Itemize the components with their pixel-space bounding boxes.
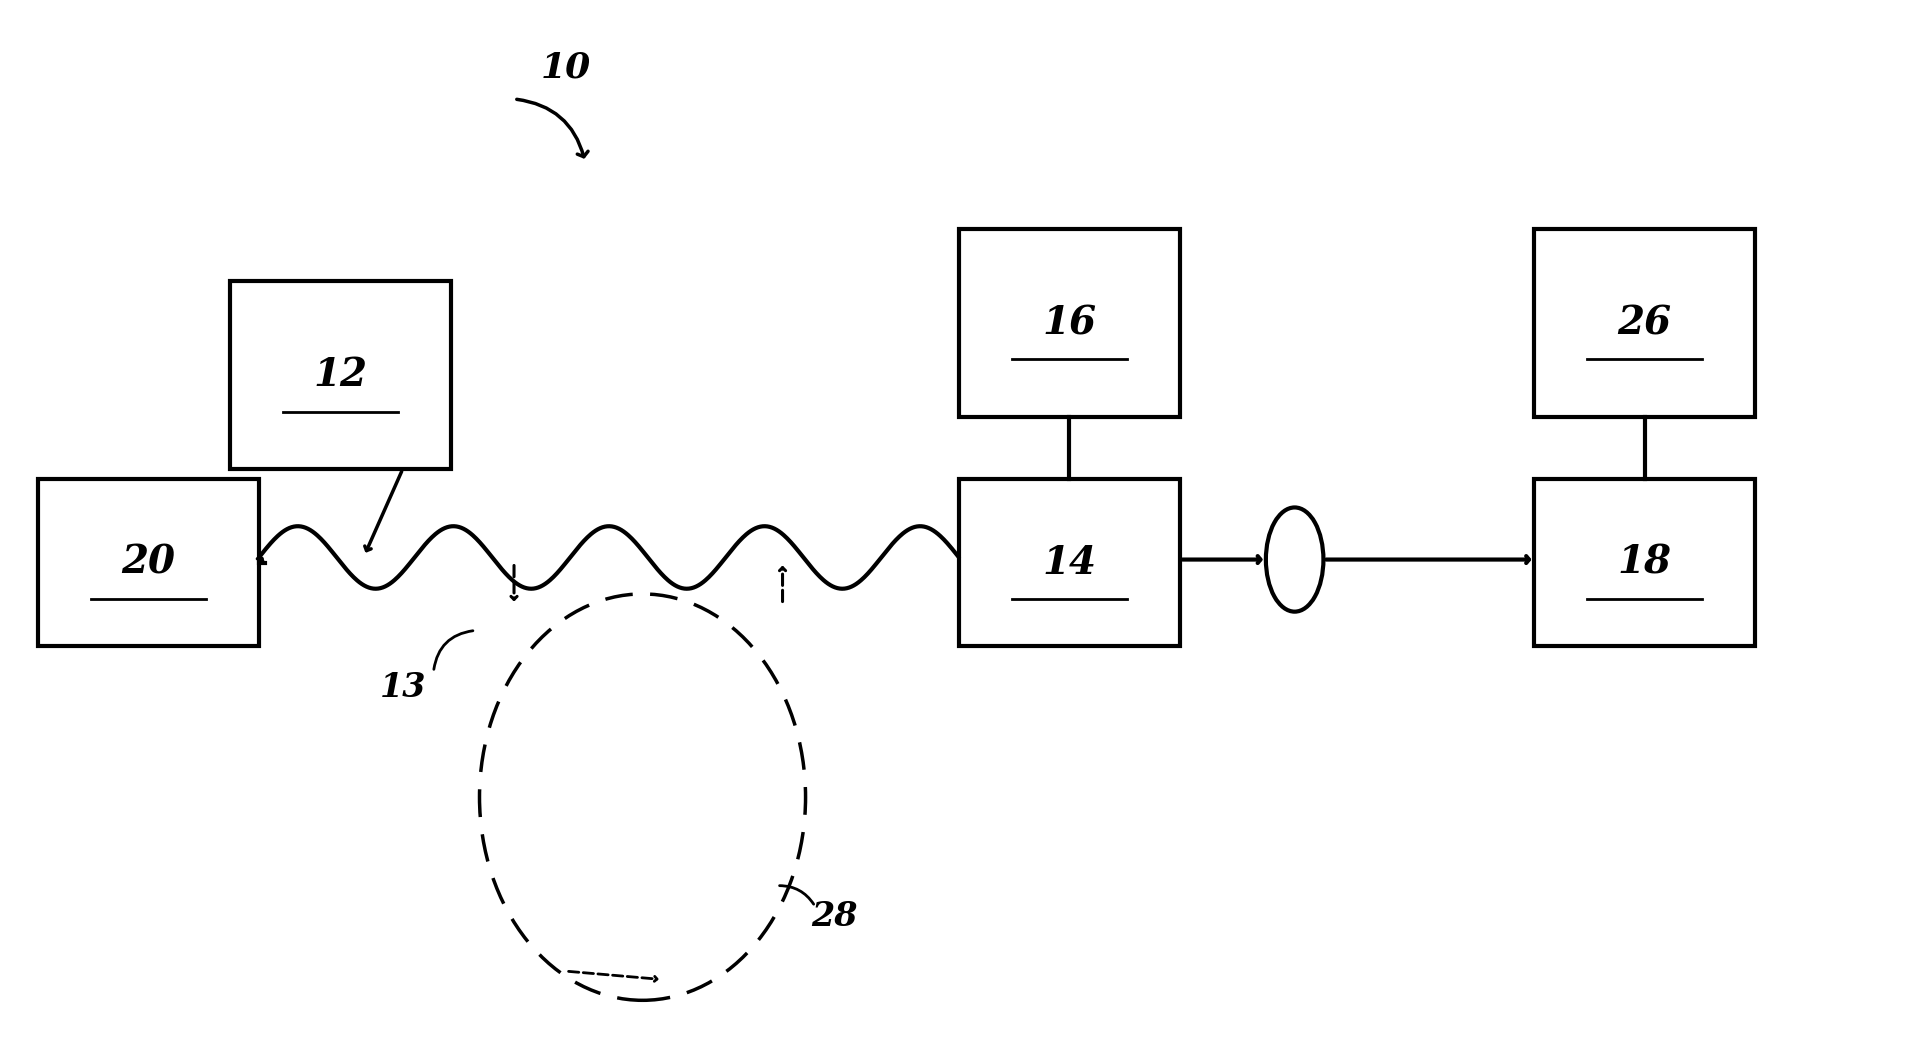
Ellipse shape — [1266, 507, 1323, 612]
Text: 16: 16 — [1041, 304, 1097, 342]
FancyBboxPatch shape — [38, 479, 259, 646]
FancyBboxPatch shape — [230, 281, 451, 469]
FancyBboxPatch shape — [959, 229, 1180, 417]
Text: 28: 28 — [811, 900, 857, 934]
Text: 26: 26 — [1617, 304, 1672, 342]
Text: 18: 18 — [1617, 544, 1672, 581]
Text: 12: 12 — [313, 356, 368, 394]
Text: 20: 20 — [121, 544, 176, 581]
FancyBboxPatch shape — [1534, 479, 1755, 646]
FancyBboxPatch shape — [1534, 229, 1755, 417]
Text: 14: 14 — [1041, 544, 1097, 581]
Text: 13: 13 — [380, 671, 426, 704]
FancyBboxPatch shape — [959, 479, 1180, 646]
Text: 10: 10 — [541, 51, 591, 84]
